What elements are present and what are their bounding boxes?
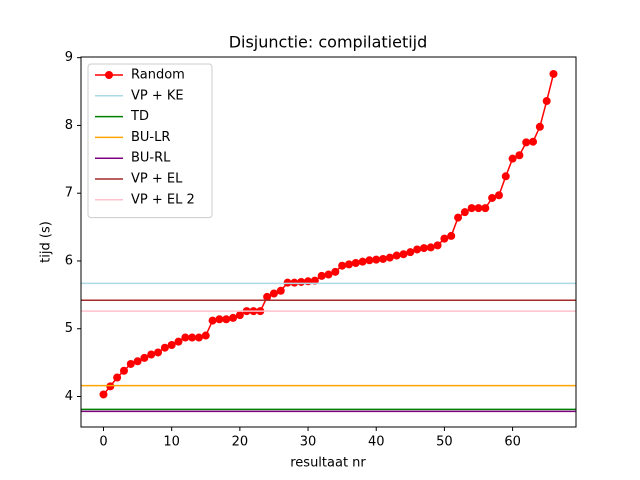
data-point bbox=[235, 311, 244, 320]
legend-label: BU-RL bbox=[131, 151, 171, 166]
y-tick-label: 9 bbox=[65, 50, 73, 65]
y-tick-label: 6 bbox=[65, 253, 73, 268]
data-point bbox=[160, 343, 169, 352]
data-point bbox=[324, 270, 333, 279]
data-point bbox=[501, 172, 510, 181]
data-point bbox=[549, 69, 558, 78]
data-point bbox=[426, 243, 435, 252]
y-tick-label: 5 bbox=[65, 321, 73, 336]
data-point bbox=[215, 315, 224, 324]
x-axis-label: resultaat nr bbox=[290, 456, 366, 471]
y-tick-label: 8 bbox=[65, 118, 73, 133]
data-point bbox=[542, 97, 551, 106]
data-point bbox=[344, 260, 353, 269]
data-point bbox=[372, 255, 381, 264]
data-point bbox=[167, 341, 176, 350]
legend-label: VP + EL 2 bbox=[131, 192, 195, 207]
y-tick-label: 7 bbox=[65, 186, 73, 201]
legend-label: VP + KE bbox=[131, 88, 184, 103]
x-tick-label: 60 bbox=[504, 435, 521, 450]
data-point bbox=[358, 257, 367, 266]
plot-frame bbox=[80, 56, 577, 428]
x-tick-label: 30 bbox=[300, 435, 317, 450]
data-point bbox=[522, 138, 531, 147]
legend-label: BU-LR bbox=[131, 130, 170, 145]
legend-label: TD bbox=[130, 109, 149, 124]
y-axis-label: tijd (s) bbox=[39, 221, 54, 263]
data-point bbox=[440, 234, 449, 243]
x-tick-label: 10 bbox=[163, 435, 180, 450]
data-point bbox=[535, 122, 544, 131]
data-point bbox=[413, 245, 422, 254]
data-point bbox=[181, 333, 190, 342]
data-point bbox=[147, 350, 156, 359]
data-point bbox=[399, 250, 408, 259]
data-point bbox=[140, 353, 149, 362]
chart-title: Disjunctie: compilatietijd bbox=[229, 33, 428, 52]
data-point bbox=[119, 366, 128, 375]
data-point bbox=[406, 248, 415, 257]
data-point bbox=[447, 231, 456, 240]
data-point bbox=[269, 289, 278, 298]
data-point bbox=[508, 154, 517, 163]
data-point bbox=[460, 208, 469, 217]
data-point bbox=[351, 259, 360, 268]
data-point bbox=[174, 337, 183, 346]
data-point bbox=[488, 193, 497, 202]
data-point bbox=[481, 204, 490, 213]
data-point bbox=[133, 357, 142, 366]
x-tick-label: 40 bbox=[368, 435, 385, 450]
data-point bbox=[454, 213, 463, 222]
data-point bbox=[379, 254, 388, 263]
data-point bbox=[276, 286, 285, 295]
x-tick-label: 20 bbox=[232, 435, 249, 450]
data-point bbox=[331, 267, 340, 276]
data-point bbox=[529, 137, 538, 146]
data-point bbox=[304, 277, 313, 286]
data-point bbox=[385, 253, 394, 262]
data-point bbox=[433, 241, 442, 250]
data-point bbox=[419, 244, 428, 253]
data-point bbox=[188, 333, 197, 342]
data-point bbox=[494, 191, 503, 200]
data-point bbox=[365, 256, 374, 265]
data-point bbox=[338, 261, 347, 270]
data-point bbox=[154, 348, 163, 357]
legend-label: Random bbox=[131, 68, 185, 83]
data-point bbox=[194, 333, 203, 342]
data-point bbox=[113, 373, 122, 382]
data-point bbox=[297, 277, 306, 286]
data-point bbox=[515, 151, 524, 160]
x-tick-label: 50 bbox=[436, 435, 453, 450]
data-point bbox=[392, 251, 401, 260]
y-tick-label: 4 bbox=[65, 389, 73, 404]
data-point bbox=[467, 204, 476, 213]
legend-label: VP + EL bbox=[131, 172, 183, 187]
data-point bbox=[317, 271, 326, 280]
data-point bbox=[222, 315, 231, 324]
data-point bbox=[263, 292, 272, 301]
data-point bbox=[201, 331, 210, 340]
legend-marker bbox=[105, 71, 113, 79]
data-point bbox=[126, 359, 135, 368]
x-tick-label: 0 bbox=[99, 435, 107, 450]
data-point bbox=[474, 204, 483, 213]
data-point bbox=[99, 390, 108, 399]
data-point bbox=[229, 313, 238, 322]
data-point bbox=[208, 316, 217, 325]
